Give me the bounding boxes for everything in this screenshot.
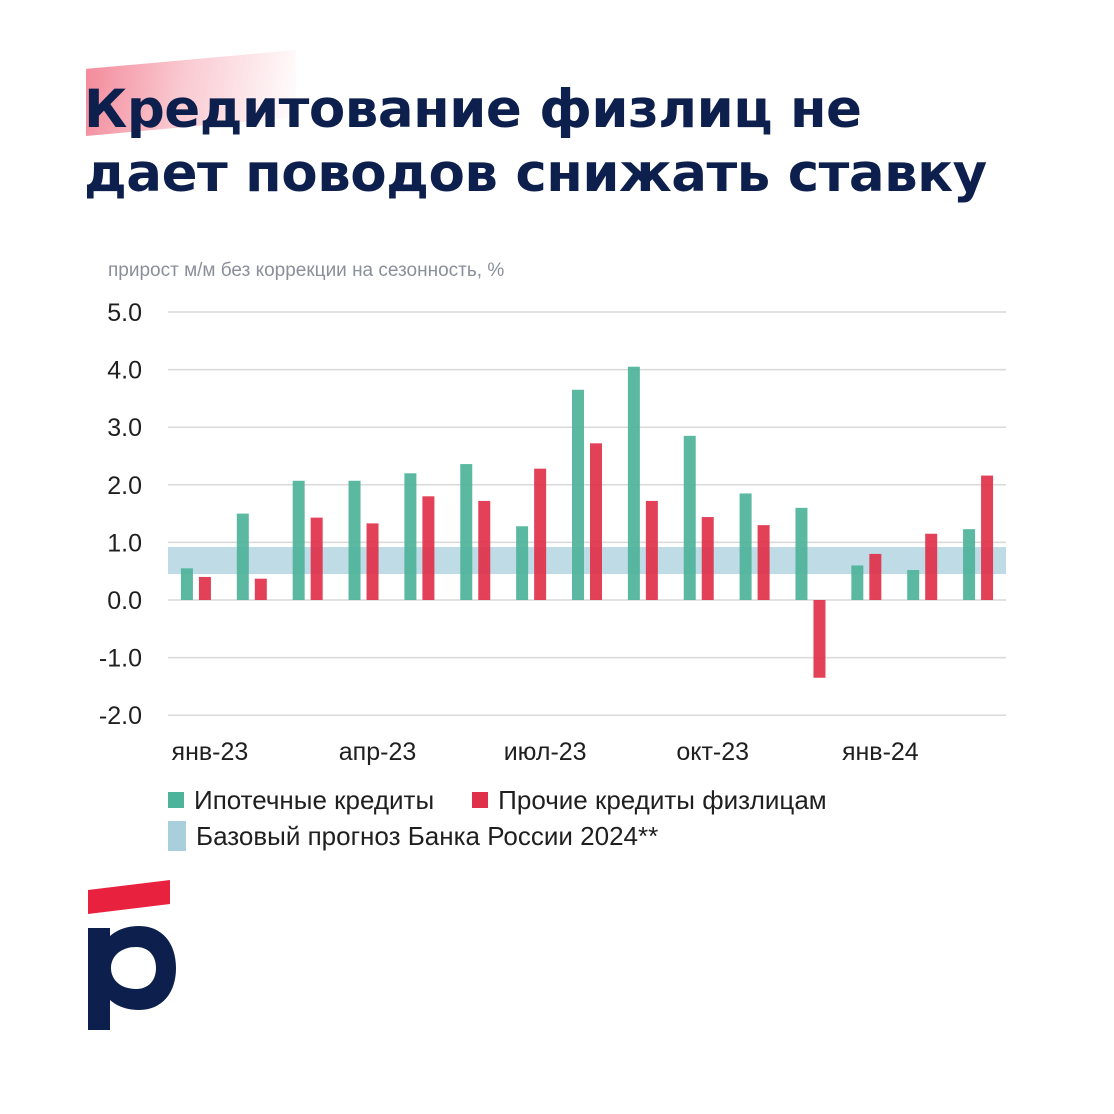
bar-mortgage [516,526,529,600]
y-tick-label: -2.0 [99,702,142,730]
page-title: Кредитование физлиц не дает поводов сниж… [84,78,987,206]
logo-red-bar [88,880,170,914]
forecast-band [168,547,1006,575]
x-tick-label: янв-24 [842,738,919,766]
x-tick-label: июл-23 [504,738,587,766]
brand-logo [88,880,176,1030]
legend-swatch-mortgage [168,792,184,808]
bar-mortgage [292,480,305,600]
legend-item-other: Прочие кредиты физлицам [472,785,827,816]
bar-other [198,576,211,600]
y-tick-label: 1.0 [107,529,142,557]
bar-chart: 5.0 4.0 3.0 2.0 1.0 0.0 -1.0 -2.0 янв-23 апр-23 и… [99,299,1006,766]
bar-other [981,475,994,600]
bar-mortgage [739,493,752,600]
bar-mortgage [795,507,808,600]
y-tick-label: 5.0 [107,299,142,327]
bar-other [422,496,435,600]
x-tick-label: янв-23 [172,738,249,766]
legend-swatch-other [472,792,489,808]
legend-row-band: Базовый прогноз Банка России 2024** [168,818,865,854]
legend-item-mortgage: Ипотечные кредиты [168,785,434,816]
legend-row-series: Ипотечные кредиты Прочие кредиты физлица… [168,782,865,818]
bar-mortgage [348,480,361,600]
y-tick-label: 0.0 [107,587,142,615]
bar-mortgage [572,389,584,600]
legend-swatch-band [168,821,186,851]
bar-mortgage [627,366,640,600]
title-line-1: Кредитование физлиц не [84,79,862,140]
bar-mortgage [851,565,864,600]
y-axis-ticks: 5.0 4.0 3.0 2.0 1.0 0.0 -1.0 -2.0 [99,299,142,730]
x-tick-label: апр-23 [339,738,416,766]
x-tick-label: окт-23 [676,738,749,766]
grid [168,311,1006,716]
bars [180,366,994,678]
legend: Ипотечные кредиты Прочие кредиты физлица… [168,782,865,854]
bar-mortgage [460,464,473,600]
bar-other [534,468,547,600]
legend-label-other: Прочие кредиты физлицам [498,784,827,815]
legend-label-mortgage: Ипотечные кредиты [194,784,435,815]
bar-mortgage [907,570,920,600]
bar-other [757,525,770,600]
bar-other [366,523,379,600]
bar-other [813,600,826,678]
y-tick-label: 2.0 [107,472,142,500]
y-tick-label: -1.0 [99,645,142,673]
bar-other [869,553,882,600]
bar-other [925,533,938,600]
bar-mortgage [404,473,417,600]
x-axis-ticks: янв-23 апр-23 июл-23 окт-23 янв-24 [172,738,919,766]
legend-item-band: Базовый прогноз Банка России 2024** [168,821,658,852]
chart-subtitle: прирост м/м без коррекции на сезонность,… [108,260,505,281]
bar-mortgage [963,529,976,600]
title-line-2: дает поводов снижать ставку [84,143,987,204]
bar-other [645,500,658,600]
y-tick-label: 4.0 [107,357,142,385]
bar-mortgage [683,435,696,600]
bar-mortgage [236,513,249,600]
bar-other [701,517,714,600]
bar-mortgage [180,568,193,600]
bar-other [590,443,602,600]
bar-other [310,517,323,600]
logo-letter-p [88,926,176,1030]
bar-other [254,578,267,600]
legend-label-band: Базовый прогноз Банка России 2024** [196,820,659,851]
bar-other [478,500,491,600]
y-tick-label: 3.0 [107,414,142,442]
